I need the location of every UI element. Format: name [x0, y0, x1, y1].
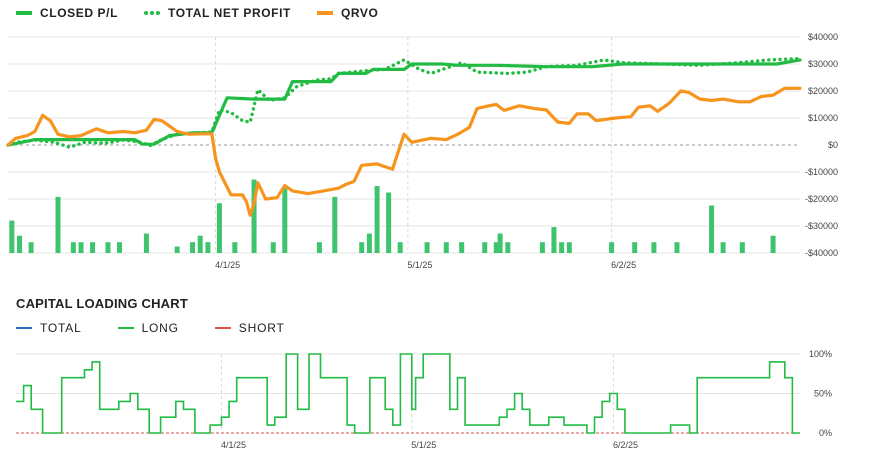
y-tick-label: 50% [814, 389, 832, 399]
legend-swatch-closed-pl [16, 11, 32, 15]
profit-chart: $40000 $30000 $20000 $10000 $0 -$10000 -$20000… [6, 32, 838, 270]
legend-item-long[interactable]: LONG [117, 321, 179, 335]
x-tick-label: 4/1/25 [215, 260, 240, 270]
y-tick-label: -$40000 [805, 248, 838, 258]
legend-item-total-net-profit[interactable]: TOTAL NET PROFIT [144, 6, 291, 20]
trade-bar [232, 242, 238, 253]
trade-bar [205, 242, 211, 253]
trade-bar [282, 188, 288, 253]
trade-bar [674, 242, 680, 253]
trade-bar [720, 242, 726, 253]
trade-bar [316, 242, 322, 253]
x-tick-label: 6/2/25 [613, 440, 638, 450]
trade-bar [190, 242, 196, 253]
trade-bar [197, 235, 203, 253]
series-line-total-net-profit [6, 56, 802, 149]
trade-bar [28, 242, 34, 253]
trade-bar [424, 242, 430, 253]
x-tick-label: 5/1/25 [411, 440, 436, 450]
trade-bar [397, 242, 403, 253]
legend-swatch-long [117, 327, 134, 329]
trade-bar [251, 179, 257, 253]
trade-bar [216, 203, 222, 253]
trade-bar [651, 242, 657, 253]
trade-bar [505, 242, 511, 253]
trade-bar [374, 186, 380, 253]
trade-bar [174, 246, 180, 253]
legend-swatch-qrvo [316, 11, 333, 15]
trade-bar [566, 242, 572, 253]
legend-label: TOTAL NET PROFIT [168, 6, 291, 20]
trade-bar [105, 242, 111, 253]
x-tick-label: 6/2/25 [611, 260, 636, 270]
trade-bar [70, 242, 76, 253]
legend-swatch-total-net-profit [144, 11, 161, 15]
legend-label: LONG [141, 321, 179, 335]
series-line-qrvo [6, 86, 802, 217]
trade-bar [770, 235, 776, 253]
legend-item-short[interactable]: SHORT [214, 321, 285, 335]
capital-loading-title: CAPITAL LOADING CHART [16, 296, 188, 311]
trade-bar [709, 205, 715, 253]
trade-bar [497, 233, 503, 253]
trade-bar [493, 242, 499, 253]
trade-bar [55, 196, 61, 253]
trade-bar [366, 233, 372, 253]
trade-bar [78, 242, 84, 253]
y-tick-label: -$30000 [805, 221, 838, 231]
y-tick-label: $40000 [808, 32, 838, 42]
trade-bar [359, 242, 365, 253]
trade-bar [739, 242, 745, 253]
legend-swatch-total [16, 327, 32, 329]
trade-bar [609, 242, 615, 253]
x-tick-label: 4/1/25 [221, 440, 246, 450]
trade-bar [17, 235, 23, 253]
trade-bar [143, 233, 149, 253]
y-tick-label: -$20000 [805, 194, 838, 204]
series-line-long [16, 353, 800, 434]
trade-bar [270, 242, 276, 253]
y-tick-label: -$10000 [805, 167, 838, 177]
trade-bar [459, 242, 465, 253]
legend-item-closed-pl[interactable]: CLOSED P/L [16, 6, 118, 20]
trade-bar [90, 242, 96, 253]
y-tick-label: 100% [809, 349, 832, 359]
trade-bar [559, 242, 565, 253]
trade-bar [386, 192, 392, 253]
legend-label: TOTAL [40, 321, 82, 335]
trade-bar [539, 242, 545, 253]
legend-label: CLOSED P/L [40, 6, 119, 20]
legend-label: QRVO [340, 6, 379, 20]
profit-chart-legend: CLOSED P/L TOTAL NET PROFIT QRVO [16, 6, 404, 20]
trade-bar [332, 196, 338, 253]
x-tick-label: 5/1/25 [407, 260, 432, 270]
capital-chart-legend: TOTAL LONG SHORT [16, 321, 321, 335]
trade-bar [9, 220, 15, 253]
legend-item-qrvo[interactable]: QRVO [316, 6, 379, 20]
capital-loading-chart: 100% 50% 0% 4/1/25 5/1/25 6/2/25 [16, 349, 832, 450]
y-tick-label: $10000 [808, 113, 838, 123]
y-tick-label: $30000 [808, 59, 838, 69]
trade-bar [443, 242, 449, 253]
y-tick-label: 0% [819, 428, 832, 438]
y-tick-label: $20000 [808, 86, 838, 96]
legend-swatch-short [214, 327, 231, 329]
trade-bar [482, 242, 488, 253]
trade-bar [551, 227, 557, 253]
trade-bar [116, 242, 122, 253]
legend-label: SHORT [238, 321, 285, 335]
trade-bar [632, 242, 638, 253]
y-tick-label: $0 [828, 140, 838, 150]
legend-item-total[interactable]: TOTAL [16, 321, 82, 335]
